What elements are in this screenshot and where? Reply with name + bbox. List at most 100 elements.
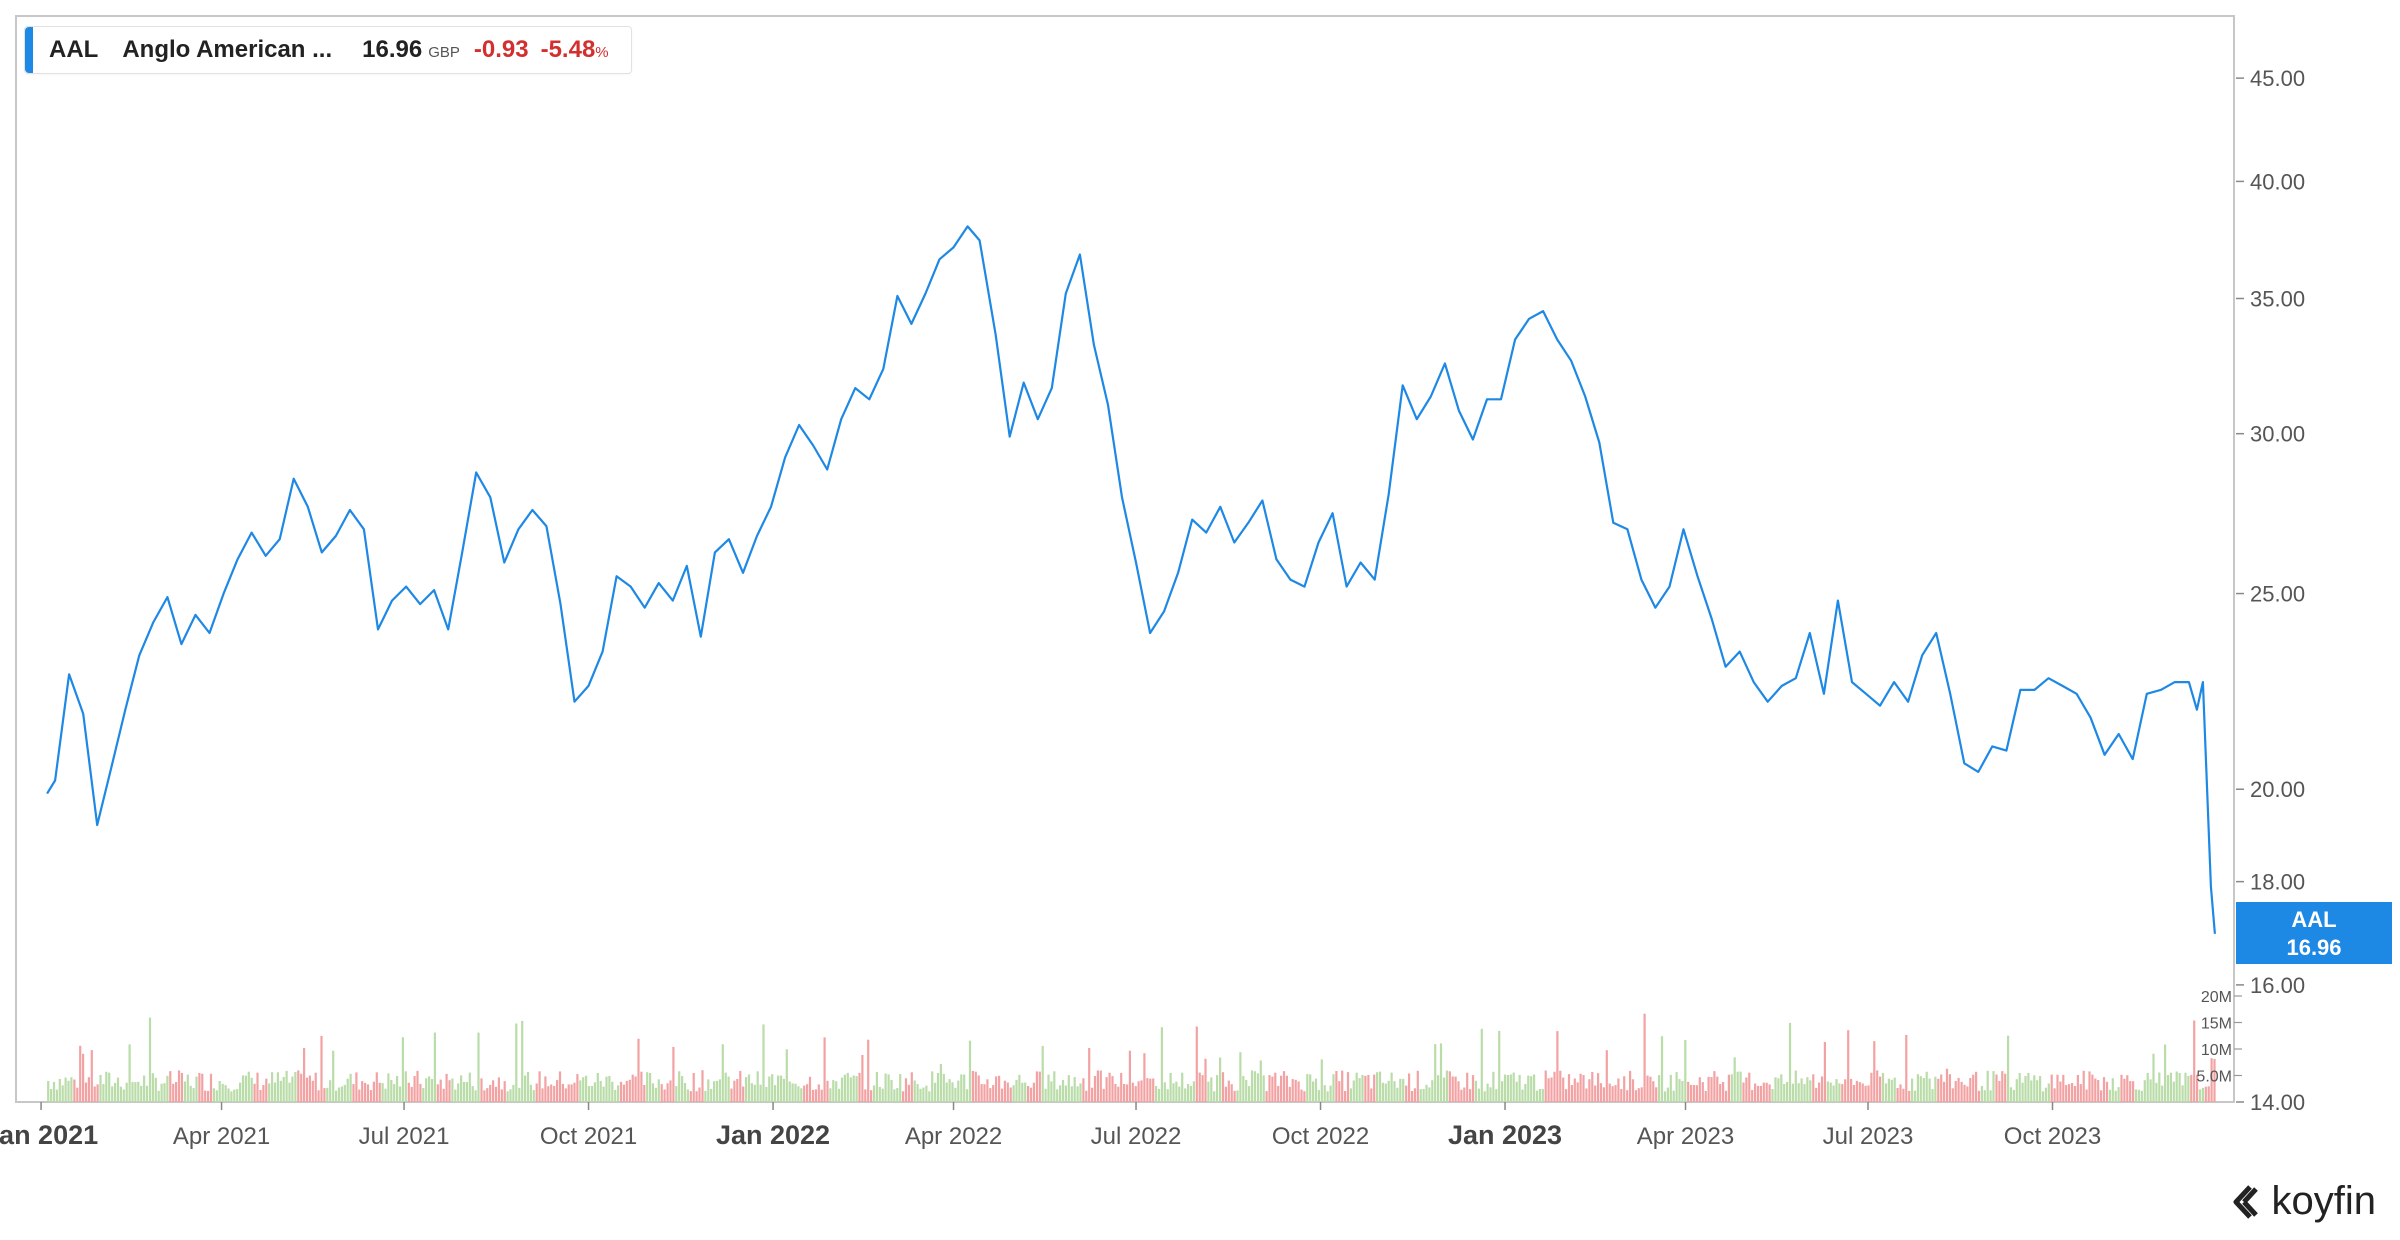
volume-bar bbox=[907, 1084, 910, 1102]
volume-bar bbox=[1908, 1090, 1911, 1102]
volume-bar bbox=[387, 1073, 390, 1102]
volume-bar bbox=[2012, 1089, 2015, 1102]
volume-bar bbox=[762, 1024, 765, 1102]
volume-bar bbox=[1893, 1077, 1896, 1102]
volume-bar bbox=[1300, 1089, 1303, 1102]
volume-bar bbox=[262, 1085, 265, 1102]
volume-bar bbox=[1059, 1085, 1062, 1102]
volume-bar bbox=[788, 1081, 791, 1102]
volume-bar bbox=[564, 1088, 567, 1102]
volume-bar bbox=[1509, 1074, 1512, 1102]
volume-bar bbox=[73, 1079, 76, 1102]
volume-bar bbox=[1535, 1090, 1539, 1102]
volume-bar bbox=[1573, 1078, 1576, 1102]
volume-bar bbox=[1663, 1091, 1667, 1102]
volume-bar bbox=[1954, 1081, 1957, 1102]
volume-bar bbox=[1285, 1075, 1288, 1102]
volume-bar bbox=[529, 1084, 532, 1102]
time-axis: Jan 2021 Apr 2021 Jul 2021 Oct 2021 Jan 2022… bbox=[0, 1102, 2101, 1150]
volume-bar bbox=[1003, 1080, 1006, 1102]
volume-bar bbox=[1870, 1072, 1873, 1102]
volume-bar bbox=[1224, 1086, 1227, 1102]
volume-bar bbox=[582, 1077, 585, 1102]
volume-bar bbox=[90, 1050, 93, 1102]
volume-bar bbox=[1108, 1072, 1111, 1102]
volume-bar bbox=[381, 1083, 384, 1102]
volume-bar bbox=[1666, 1087, 1669, 1102]
volume-bar bbox=[1832, 1085, 1835, 1102]
volume-tick-label: 15M bbox=[2201, 1016, 2232, 1033]
volume-bar bbox=[1919, 1076, 1922, 1102]
volume-bar bbox=[596, 1073, 599, 1102]
volume-bar bbox=[1242, 1076, 1245, 1102]
volume-bar bbox=[1221, 1072, 1225, 1102]
volume-bar bbox=[1486, 1083, 1489, 1102]
volume-bar bbox=[867, 1039, 870, 1102]
volume-bar bbox=[1922, 1078, 1925, 1102]
chart-legend[interactable]: AAL Anglo American ... 16.96 GBP -0.93 -… bbox=[24, 26, 632, 74]
volume-bar bbox=[1786, 1081, 1789, 1102]
volume-bar bbox=[544, 1076, 547, 1102]
volume-bar bbox=[157, 1090, 160, 1102]
volume-bar bbox=[2169, 1072, 2172, 1102]
volume-bar bbox=[332, 1050, 335, 1102]
volume-bar bbox=[70, 1077, 73, 1102]
volume-bar bbox=[250, 1077, 253, 1102]
volume-bar bbox=[1117, 1086, 1120, 1102]
volume-bar bbox=[558, 1071, 562, 1102]
volume-bar bbox=[241, 1075, 245, 1102]
volume-bar bbox=[160, 1083, 163, 1102]
volume-bar bbox=[268, 1083, 271, 1102]
volume-bar bbox=[134, 1082, 137, 1102]
volume-bar bbox=[489, 1084, 492, 1102]
volume-bar bbox=[1338, 1081, 1341, 1102]
volume-bar bbox=[777, 1075, 780, 1102]
volume-bar bbox=[980, 1084, 983, 1102]
legend-change-pct: -5.48 bbox=[540, 36, 596, 63]
volume-bar bbox=[2021, 1082, 2024, 1102]
volume-bar bbox=[1256, 1073, 1259, 1102]
volume-bar bbox=[244, 1075, 247, 1102]
volume-bar bbox=[782, 1078, 785, 1102]
volume-bar bbox=[1219, 1057, 1222, 1102]
volume-bar bbox=[1963, 1084, 1966, 1102]
koyfin-logo[interactable]: koyfin bbox=[2228, 1179, 2376, 1224]
volume-bar bbox=[1387, 1080, 1390, 1102]
volume-bar bbox=[2132, 1081, 2135, 1102]
volume-bar bbox=[2100, 1090, 2103, 1102]
volume-bar bbox=[1312, 1081, 1315, 1102]
volume-bar bbox=[1035, 1071, 1038, 1102]
volume-bar bbox=[1405, 1085, 1408, 1102]
volume-bar bbox=[506, 1091, 509, 1102]
volume-bar bbox=[163, 1083, 166, 1102]
volume-bar bbox=[1727, 1074, 1730, 1102]
volume-bar bbox=[701, 1070, 704, 1102]
volume-tick-label: 20M bbox=[2201, 989, 2232, 1006]
badge-price: 16.96 bbox=[2286, 935, 2342, 960]
volume-bar bbox=[1431, 1080, 1434, 1102]
volume-bar bbox=[1245, 1080, 1248, 1102]
volume-bar bbox=[471, 1086, 474, 1102]
volume-bar bbox=[1027, 1086, 1030, 1102]
volume-bar bbox=[1326, 1091, 1329, 1102]
volume-bar bbox=[1428, 1087, 1431, 1102]
volume-bar bbox=[1524, 1083, 1527, 1102]
volume-bar bbox=[1867, 1085, 1870, 1102]
volume-bar bbox=[343, 1084, 346, 1102]
volume-bar bbox=[870, 1090, 873, 1102]
volume-bar bbox=[1137, 1081, 1140, 1102]
volume-bar bbox=[2030, 1080, 2033, 1102]
volume-bar bbox=[2073, 1086, 2077, 1102]
volume-bar bbox=[2036, 1080, 2039, 1102]
volume-bar bbox=[207, 1091, 210, 1102]
volume-bar bbox=[1064, 1085, 1067, 1102]
volume-bar bbox=[1082, 1078, 1085, 1102]
volume-bar bbox=[2068, 1084, 2071, 1102]
volume-bar bbox=[1076, 1086, 1079, 1102]
price-axis: 14.00 16.00 18.00 20.00 25.00 30.00 35.00 40.00… bbox=[2236, 66, 2305, 1115]
volume-bar bbox=[84, 1082, 88, 1102]
time-tick-label: Oct 2022 bbox=[1272, 1123, 1369, 1150]
volume-bar bbox=[1515, 1081, 1518, 1102]
volume-bar bbox=[271, 1072, 274, 1102]
volume-bar bbox=[1675, 1072, 1678, 1102]
